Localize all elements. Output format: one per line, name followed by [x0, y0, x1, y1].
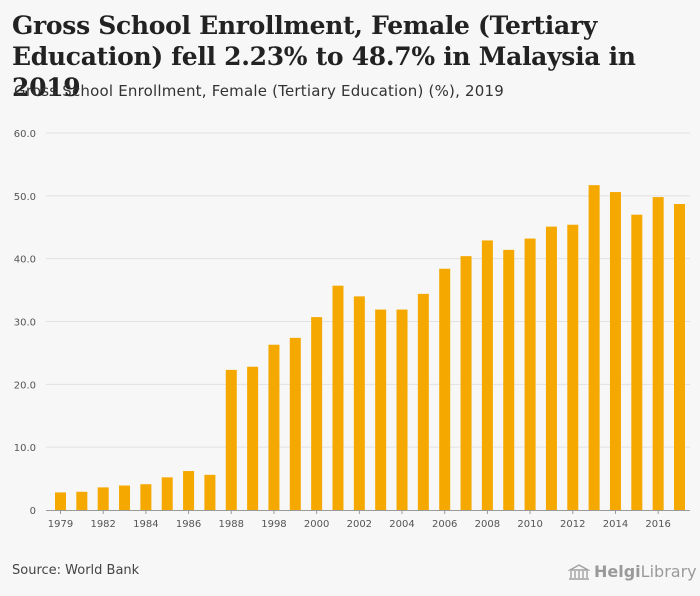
bar-1988[interactable] [183, 471, 195, 510]
bar-1990[interactable] [204, 474, 216, 510]
bar-2004[interactable] [353, 296, 365, 510]
y-tick-label: 60.0 [14, 129, 36, 140]
x-tick-label: 2016 [645, 519, 670, 530]
bar-2008[interactable] [439, 268, 451, 510]
x-tick-label: 2012 [560, 519, 585, 530]
brand-helgi: Helgi [594, 562, 641, 581]
bar-1984[interactable] [140, 484, 152, 510]
bar-1980[interactable] [76, 491, 88, 510]
bar-2003[interactable] [332, 285, 344, 510]
x-tick-label: 2002 [347, 519, 372, 530]
bar-2009[interactable] [460, 256, 472, 510]
chart-title: Gross School Enrollment, Female (Tertiar… [12, 11, 636, 102]
helgi-library-logo[interactable]: HelgiLibrary [568, 562, 697, 581]
x-tick-label: 2004 [389, 519, 414, 530]
x-tick-label: 2014 [603, 519, 628, 530]
y-tick-label: 10.0 [14, 443, 36, 454]
bar-2013[interactable] [545, 226, 557, 510]
bar-2018[interactable] [652, 197, 664, 510]
y-tick-label: 30.0 [14, 318, 36, 329]
bar-2006[interactable] [396, 309, 408, 510]
source-note: Source: World Bank [12, 563, 140, 578]
brand-library: Library [640, 562, 697, 581]
bar-2000[interactable] [268, 344, 280, 510]
chart-subtitle: Gross School Enrollment, Female (Tertiar… [14, 82, 504, 100]
bar-2017[interactable] [631, 214, 643, 510]
x-tick-label: 1988 [219, 519, 244, 530]
library-building-icon [568, 563, 590, 580]
y-tick-label: 20.0 [14, 380, 36, 391]
bar-2011[interactable] [503, 249, 515, 510]
bar-2010[interactable] [481, 240, 493, 510]
bar-2012[interactable] [524, 238, 536, 510]
bar-2005[interactable] [375, 309, 387, 510]
y-tick-label: 0 [30, 506, 36, 517]
x-tick-label: 1986 [176, 519, 201, 530]
bar-1983[interactable] [119, 485, 131, 511]
bar-1979[interactable] [55, 492, 66, 510]
bar-2014[interactable] [567, 224, 579, 511]
x-tick-label: 2000 [304, 519, 329, 530]
bar-2002[interactable] [311, 317, 323, 510]
gridlines [46, 132, 690, 448]
bar-1982[interactable] [97, 487, 109, 510]
bar-1985[interactable] [161, 477, 173, 510]
x-tick-label: 2010 [517, 519, 542, 530]
bar-2019[interactable] [674, 204, 685, 510]
y-axis-labels: 0 10.0 20.0 30.0 40.0 50.0 60.0 [14, 129, 36, 517]
x-tick-label: 2008 [475, 519, 500, 530]
x-tick-label: 1984 [133, 519, 158, 530]
x-tick-label: 2006 [432, 519, 457, 530]
x-tick-label: 1979 [48, 519, 73, 530]
y-tick-label: 40.0 [14, 255, 36, 266]
x-tick-label: 1998 [261, 519, 286, 530]
x-tick-label: 1982 [90, 519, 115, 530]
bar-2015[interactable] [588, 185, 600, 510]
y-tick-label: 50.0 [14, 192, 36, 203]
bar-2007[interactable] [417, 293, 429, 510]
bar-1998[interactable] [225, 369, 237, 510]
x-axis-labels: 1979 1982 1984 1986 1988 1998 2000 2002 2004 2006… [48, 510, 671, 530]
bar-1999[interactable] [247, 366, 259, 510]
bars [55, 185, 685, 511]
bar-2016[interactable] [609, 192, 621, 510]
bar-2001[interactable] [289, 337, 301, 510]
